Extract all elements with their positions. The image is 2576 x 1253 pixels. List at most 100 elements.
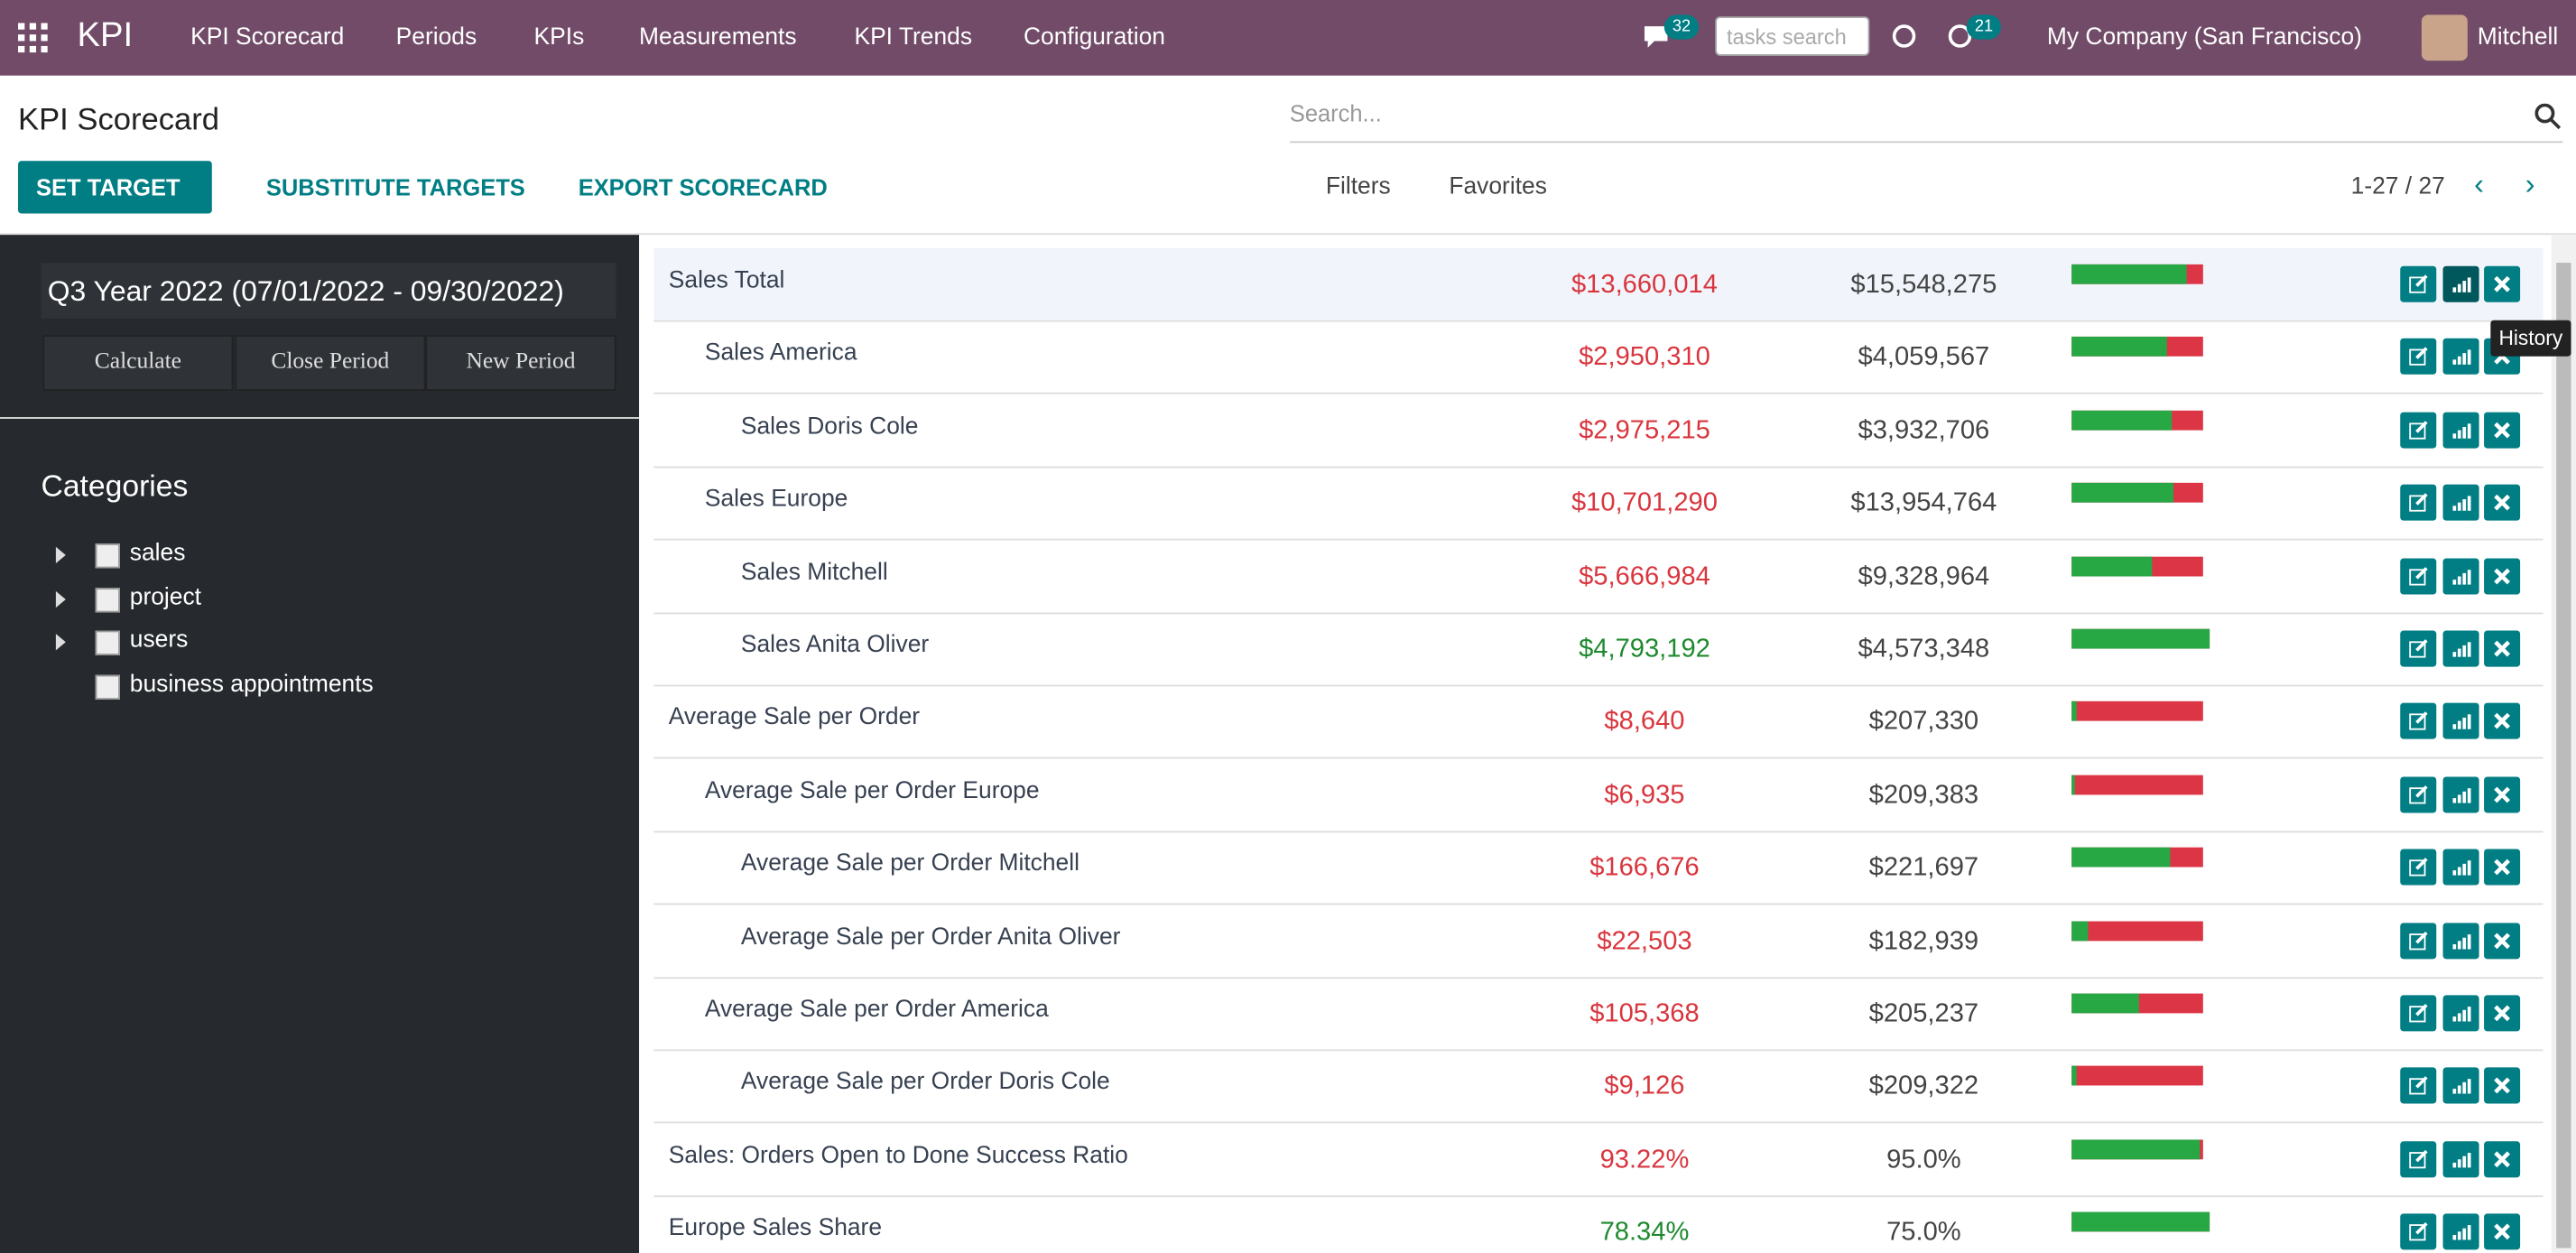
chat-icon[interactable]: [1641, 23, 1671, 49]
kpi-row[interactable]: Sales Total $13,660,014 $15,548,275: [653, 247, 2544, 322]
delete-button[interactable]: [2484, 412, 2521, 449]
company[interactable]: My Company (San Francisco): [2046, 24, 2362, 51]
history-button[interactable]: [2442, 995, 2479, 1032]
checkbox[interactable]: [95, 587, 120, 612]
history-button[interactable]: [2442, 849, 2479, 886]
edit-button[interactable]: [2400, 484, 2437, 522]
history-button[interactable]: [2442, 776, 2479, 813]
checkbox[interactable]: [95, 673, 120, 700]
set-target-button[interactable]: [18, 161, 212, 214]
kpi-row[interactable]: Average Sale per Order America $105,368 $2…: [653, 977, 2544, 1052]
kpi-name[interactable]: Sales Anita Oliver: [740, 632, 930, 659]
edit-button[interactable]: [2400, 630, 2437, 667]
delete-button[interactable]: [2484, 995, 2521, 1032]
menu-item[interactable]: Measurements: [639, 24, 797, 51]
kpi-name[interactable]: Average Sale per Order Anita Oliver: [740, 924, 1121, 951]
pager-prev[interactable]: ‹: [2474, 167, 2485, 200]
kpi-name[interactable]: Sales Europe: [704, 486, 848, 513]
new-period-button[interactable]: New Period: [425, 335, 616, 391]
delete-button[interactable]: [2484, 1140, 2521, 1177]
edit-button[interactable]: [2400, 849, 2437, 886]
expand-arrow[interactable]: [55, 546, 66, 563]
history-button[interactable]: [2442, 1140, 2479, 1177]
filters[interactable]: Filters: [1325, 173, 1391, 200]
search-icon[interactable]: [2534, 103, 2562, 130]
kpi-name[interactable]: Europe Sales Share: [668, 1215, 883, 1242]
expand-arrow[interactable]: [55, 589, 66, 608]
delete-button[interactable]: [2484, 630, 2521, 667]
history-button[interactable]: [2442, 1213, 2479, 1250]
kpi-row[interactable]: Europe Sales Share 78.34% 75.0%: [653, 1196, 2543, 1253]
edit-button[interactable]: [2400, 1213, 2437, 1250]
user[interactable]: Mitchell: [2477, 24, 2559, 51]
kpi-row[interactable]: Average Sale per Order Anita Oliver $22,5…: [653, 905, 2544, 979]
edit-button[interactable]: [2400, 412, 2437, 449]
kpi-name[interactable]: Average Sale per Order Europe: [704, 777, 1040, 805]
history-button[interactable]: [2442, 557, 2479, 594]
history-button[interactable]: [2442, 484, 2479, 522]
kpi-name[interactable]: Average Sale per Order America: [704, 997, 1049, 1024]
menu-item[interactable]: KPIs: [533, 24, 585, 51]
period-select[interactable]: Q3 Year 2022 (07/01/2022 - 09/30/2022): [41, 263, 616, 319]
category[interactable]: users: [129, 626, 189, 654]
kpi-row[interactable]: Average Sale per Order Mitchell $166,676 $…: [653, 831, 2544, 905]
apps-icon[interactable]: [18, 23, 48, 53]
edit-button[interactable]: [2400, 1140, 2437, 1177]
button-label[interactable]: SET TARGET: [36, 173, 181, 200]
search[interactable]: Search...: [1289, 100, 2563, 144]
kpi-name[interactable]: Average Sale per Order Mitchell: [740, 850, 1080, 877]
menu-item[interactable]: Periods: [395, 24, 477, 51]
pager-next[interactable]: ›: [2525, 167, 2535, 200]
kpi-name[interactable]: Sales Total: [668, 267, 785, 294]
button-label[interactable]: EXPORT SCORECARD: [578, 173, 828, 200]
delete-button[interactable]: [2484, 1068, 2521, 1105]
app-name[interactable]: KPI: [77, 16, 134, 55]
kpi-name[interactable]: Sales: Orders Open to Done Success Ratio: [668, 1142, 1128, 1169]
history-button[interactable]: [2442, 412, 2479, 449]
edit-button[interactable]: [2400, 339, 2437, 376]
button-label[interactable]: SUBSTITUTE TARGETS: [265, 173, 525, 200]
delete-button[interactable]: [2484, 703, 2521, 740]
close-period-button[interactable]: Close Period: [235, 335, 426, 391]
delete-button[interactable]: [2484, 265, 2521, 302]
category[interactable]: sales: [129, 540, 186, 567]
edit-button[interactable]: [2400, 557, 2437, 594]
kpi-row[interactable]: Sales Europe $10,701,290 $13,954,764: [653, 467, 2544, 541]
delete-button[interactable]: [2484, 484, 2521, 522]
edit-button[interactable]: [2400, 703, 2437, 740]
checkbox[interactable]: [95, 543, 120, 569]
history-button[interactable]: [2442, 703, 2479, 740]
kpi-name[interactable]: Average Sale per Order Doris Cole: [740, 1069, 1110, 1097]
delete-button[interactable]: [2484, 1213, 2521, 1250]
menu-item[interactable]: KPI Scorecard: [190, 24, 345, 51]
kpi-row[interactable]: Sales: Orders Open to Done Success Ratio…: [653, 1123, 2544, 1197]
history-button[interactable]: [2442, 630, 2479, 667]
avatar[interactable]: [2421, 14, 2468, 61]
kpi-name[interactable]: Sales America: [704, 340, 857, 367]
kpi-row[interactable]: Average Sale per Order Doris Cole $9,126 $…: [653, 1050, 2544, 1124]
history-button[interactable]: [2442, 922, 2479, 959]
kpi-name[interactable]: Average Sale per Order: [668, 705, 921, 732]
edit-button[interactable]: [2400, 1068, 2437, 1105]
checkbox[interactable]: [95, 630, 120, 655]
kpi-row[interactable]: Sales Mitchell $5,666,984 $9,328,964: [653, 540, 2544, 614]
edit-button[interactable]: [2400, 922, 2437, 959]
category[interactable]: business appointments: [129, 671, 374, 698]
calculate-button[interactable]: Calculate: [42, 335, 234, 391]
expand-arrow[interactable]: [55, 634, 66, 651]
delete-button[interactable]: [2484, 557, 2521, 594]
menu-item[interactable]: Configuration: [1023, 24, 1165, 51]
kpi-row[interactable]: Sales Doris Cole $2,975,215 $3,932,706: [653, 394, 2544, 469]
kpi-row[interactable]: Sales America $2,950,310 $4,059,567: [653, 320, 2544, 395]
edit-button[interactable]: [2400, 265, 2437, 302]
history-button[interactable]: [2442, 1068, 2479, 1105]
favorites[interactable]: Favorites: [1449, 173, 1547, 200]
menu-item[interactable]: KPI Trends: [854, 24, 973, 51]
tasks-search[interactable]: tasks search: [1715, 16, 1870, 56]
kpi-name[interactable]: Sales Mitchell: [740, 559, 888, 586]
delete-button[interactable]: [2484, 776, 2521, 813]
kpi-row[interactable]: Average Sale per Order Europe $6,935 $209,…: [653, 758, 2544, 832]
refresh-icon[interactable]: [1891, 23, 1917, 49]
history-button[interactable]: [2442, 339, 2479, 376]
edit-button[interactable]: [2400, 776, 2437, 813]
